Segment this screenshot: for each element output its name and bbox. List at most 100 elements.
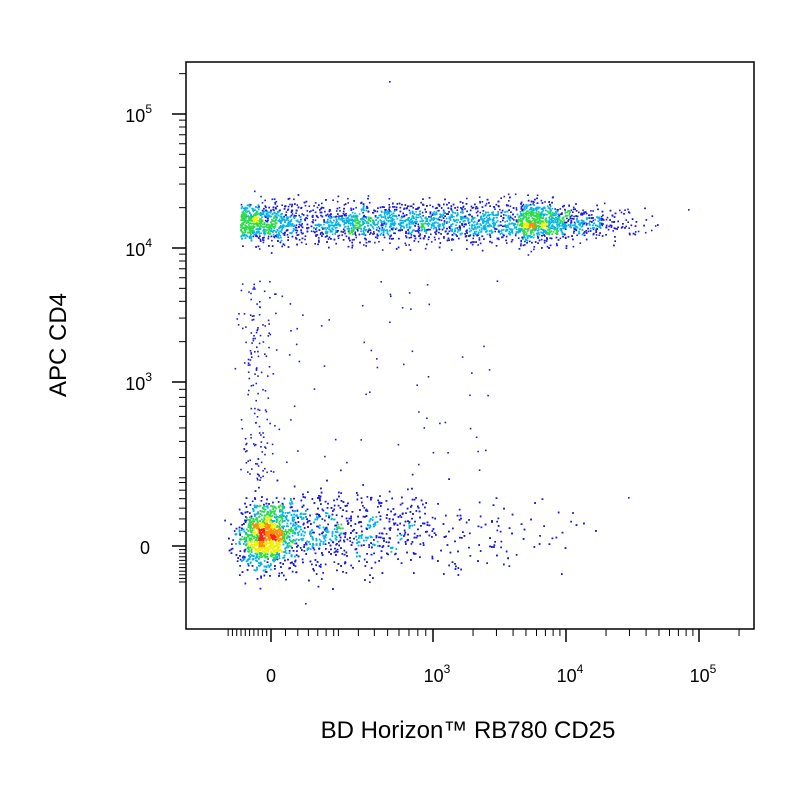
- event-dot: [549, 218, 551, 220]
- event-dot: [463, 223, 466, 226]
- event-dot: [482, 215, 485, 217]
- event-dot: [484, 204, 487, 207]
- event-dot: [565, 225, 568, 228]
- event-dot: [504, 225, 507, 227]
- event-dot: [613, 221, 615, 223]
- event-dot: [470, 219, 473, 221]
- event-dot: [440, 207, 443, 209]
- event-dot: [258, 208, 260, 211]
- event-dot: [595, 227, 598, 230]
- event-dot: [478, 229, 481, 231]
- event-dot: [559, 228, 562, 230]
- event-dot: [515, 209, 518, 211]
- event-dot: [562, 217, 564, 219]
- event-dot: [486, 221, 488, 223]
- event-dot: [569, 211, 571, 213]
- event-dot: [398, 214, 400, 217]
- event-dot: [592, 219, 595, 222]
- event-dot: [264, 219, 267, 222]
- event-dot: [255, 246, 257, 248]
- event-dot: [553, 218, 556, 220]
- event-dot: [265, 215, 268, 218]
- event-dot: [419, 234, 421, 237]
- event-dot: [590, 217, 593, 219]
- event-dot: [244, 220, 247, 223]
- event-dot: [326, 241, 328, 243]
- event-dot: [470, 241, 472, 244]
- event-dot: [342, 210, 345, 213]
- event-dot: [548, 233, 551, 236]
- event-dot: [396, 203, 399, 205]
- event-dot: [577, 221, 579, 223]
- event-dot: [509, 231, 512, 234]
- event-dot: [278, 226, 281, 228]
- event-dot: [467, 222, 470, 224]
- event-dot: [318, 241, 320, 243]
- event-dot: [505, 226, 508, 229]
- event-dot: [287, 246, 290, 248]
- event-dot: [280, 239, 283, 242]
- event-dot: [258, 232, 261, 235]
- event-dot: [429, 220, 431, 222]
- event-dot: [368, 218, 370, 221]
- event-dot: [538, 219, 541, 222]
- event-dot: [373, 232, 375, 235]
- event-dot: [553, 226, 555, 228]
- event-dot: [410, 218, 412, 221]
- event-dot: [267, 219, 269, 222]
- event-dot: [508, 209, 510, 211]
- event-dot: [450, 229, 452, 232]
- event-dot: [547, 207, 550, 209]
- event-dot: [257, 245, 260, 248]
- event-dot: [555, 236, 558, 239]
- event-dot: [259, 218, 261, 220]
- event-dot: [250, 216, 252, 219]
- event-dot: [536, 202, 539, 204]
- event-dot: [362, 211, 364, 214]
- event-dot: [362, 222, 365, 224]
- event-dot: [323, 219, 325, 221]
- event-dot: [562, 235, 564, 238]
- event-dot: [319, 209, 321, 211]
- event-dot: [526, 222, 529, 225]
- event-dot: [255, 232, 257, 235]
- event-dot: [244, 224, 246, 226]
- event-dot: [419, 233, 422, 235]
- event-dot: [242, 223, 244, 225]
- event-dot: [349, 222, 352, 224]
- event-dot: [340, 230, 343, 233]
- event-dot: [541, 217, 543, 219]
- event-dot: [407, 205, 409, 207]
- event-dot: [502, 236, 504, 238]
- event-dot: [496, 219, 499, 222]
- event-dot: [557, 209, 559, 211]
- event-dot: [268, 231, 270, 233]
- event-dot: [277, 214, 280, 217]
- event-dot: [411, 231, 413, 233]
- event-dot: [375, 229, 378, 231]
- event-dot: [283, 234, 286, 236]
- event-dot: [477, 233, 480, 235]
- event-dot: [371, 226, 374, 228]
- event-dot: [556, 231, 558, 234]
- event-dot: [281, 228, 284, 230]
- event-dot: [526, 228, 529, 230]
- event-dot: [563, 225, 565, 227]
- event-dot: [290, 220, 292, 222]
- event-dot: [520, 214, 523, 217]
- event-dot: [469, 221, 471, 224]
- event-dot: [532, 200, 534, 203]
- event-dot: [532, 222, 535, 225]
- event-dot: [345, 221, 348, 223]
- event-dot: [401, 220, 403, 222]
- event-dot: [544, 201, 546, 203]
- event-dot: [502, 233, 504, 236]
- event-dot: [287, 239, 289, 241]
- event-dot: [532, 223, 534, 226]
- event-dot: [607, 228, 610, 231]
- event-dot: [275, 222, 278, 224]
- event-dot: [521, 222, 524, 225]
- event-dot: [373, 231, 375, 233]
- event-dot: [285, 230, 288, 232]
- event-dot: [388, 211, 390, 213]
